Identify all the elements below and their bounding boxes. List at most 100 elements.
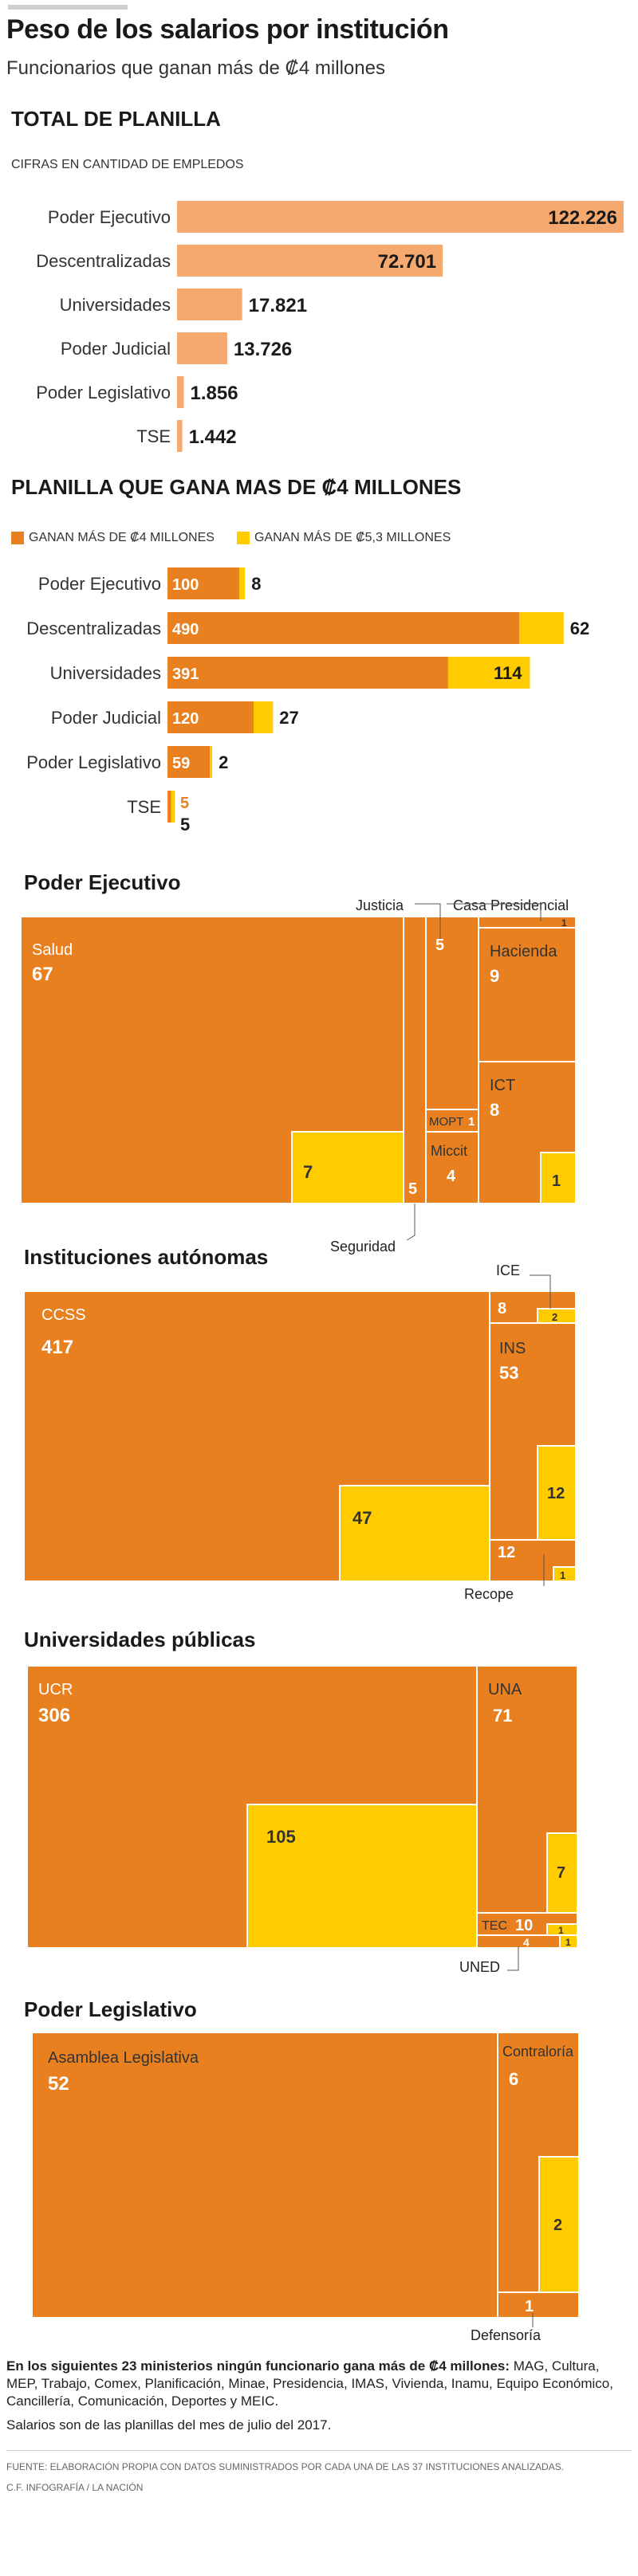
tm-recope-value: 12	[498, 1544, 515, 1561]
tm-ccss-label: CCSS	[41, 1306, 86, 1324]
tm-mopt-value: 1	[468, 1115, 475, 1129]
tm-salud-sub	[291, 1131, 404, 1204]
legend-swatch-53m	[236, 532, 250, 544]
tm-tec-sub-value: 1	[558, 1925, 564, 1936]
total-bar-descentralizadas	[177, 245, 443, 277]
tm-ins-value: 53	[499, 1363, 518, 1383]
tm-ict-sub-value: 1	[552, 1172, 561, 1190]
tm-contraloria-sub-value: 2	[553, 2217, 562, 2234]
tm-asamblea-label: Asamblea Legislativa	[48, 2049, 199, 2067]
footer-ministerios-note: En los siguientes 23 ministerios ningún …	[6, 2358, 628, 2410]
tm-ucr-sub-value: 105	[266, 1827, 296, 1847]
leader-uned	[507, 1946, 519, 1971]
total-value-tse: 1.442	[189, 426, 237, 448]
stacked-bar-53m-poder-legislativo	[210, 746, 213, 778]
stacked-bar-53m-descentralizadas	[519, 612, 564, 644]
callout-recope: Recope	[464, 1586, 514, 1602]
stacked-category-tse: TSE	[127, 797, 161, 817]
stacked-bar-4m-poder-ejecutivo	[167, 567, 239, 599]
tm-hacienda-label: Hacienda	[490, 943, 557, 960]
tm-contraloria-value: 6	[509, 2069, 518, 2089]
tm-miccit-value: 4	[447, 1168, 456, 1185]
tm-mopt-label: MOPT	[429, 1115, 463, 1129]
tm-contraloria-label: Contraloría	[502, 2044, 574, 2060]
tm-ict-value: 8	[490, 1100, 499, 1120]
stacked-value-4m-poder-judicial: 120	[172, 710, 199, 728]
stacked-bar-53m-poder-ejecutivo	[239, 567, 246, 599]
total-bar-poder-legislativo	[177, 376, 184, 408]
treemap-autonomas: CCSS 417 47 8 2 INS 53 12 12 1	[23, 1274, 577, 1586]
tm-uned-value: 4	[523, 1936, 530, 1949]
stacked-value-53m-poder-ejecutivo: 8	[251, 574, 261, 594]
tm-miccit	[425, 1131, 479, 1204]
stacked-value-4m-poder-legislativo: 59	[172, 755, 190, 772]
stacked-bar-53m-poder-judicial	[254, 701, 274, 733]
stacked-value-53m-descentralizadas: 62	[570, 618, 589, 638]
leader-seguridad	[406, 1204, 415, 1241]
tm-uned-sub	[559, 1934, 578, 1949]
leader-defensoria	[532, 2313, 534, 2327]
stacked-bar-4m-tse	[167, 791, 171, 823]
stacked-bar-4m-poder-judicial	[167, 701, 254, 733]
planilla-section-title: PLANILLA QUE GANA MAS DE ₡4 MILLONES	[11, 475, 462, 499]
stacked-category-poder-ejecutivo: Poder Ejecutivo	[38, 574, 161, 594]
footer-salarios-note: Salarios son de las planillas del mes de…	[6, 2417, 332, 2433]
total-bar-poder-judicial	[177, 332, 227, 364]
planilla-legend: GANAN MÁS DE ₡4 MILLONES GANAN MÁS DE ₡5…	[11, 531, 451, 545]
callout-ice: ICE	[496, 1262, 521, 1278]
stacked-value-4m-universidades: 391	[172, 666, 199, 683]
total-value-descentralizadas: 72.701	[378, 251, 436, 273]
tm-ice-sub-value: 2	[552, 1311, 557, 1323]
tm-recope-sub-value: 1	[560, 1569, 565, 1581]
callout-uned: UNED	[459, 1959, 501, 1975]
page-subtitle: Funcionarios que ganan más de ₡4 millone…	[6, 57, 385, 79]
tm-una-sub-value: 7	[557, 1864, 565, 1882]
tm-ccss-sub	[339, 1485, 490, 1582]
total-category-universidades: Universidades	[60, 295, 171, 315]
leader-ice	[530, 1274, 551, 1309]
legend-label-4m: GANAN MÁS DE ₡4 MILLONES	[29, 531, 215, 544]
tm-una-label: UNA	[488, 1681, 522, 1698]
legend-swatch-4m	[11, 532, 24, 544]
tm-salud-value: 67	[32, 964, 53, 985]
legend-label-53m: GANAN MÁS DE ₡5,3 MILLONES	[254, 531, 451, 544]
tm-una-sub	[546, 1832, 578, 1914]
tm-asamblea	[31, 2032, 498, 2319]
tm-ict-label: ICT	[490, 1077, 515, 1094]
tm-mopt	[425, 1109, 479, 1133]
tm-ins-sub	[537, 1445, 577, 1541]
stacked-value-4m-tse: 5	[180, 795, 189, 812]
tm-ins-label: INS	[499, 1340, 526, 1357]
stacked-category-descentralizadas: Descentralizadas	[26, 618, 161, 638]
stacked-bar-53m-tse	[171, 791, 175, 823]
tm-asamblea-value: 52	[48, 2073, 69, 2095]
stacked-bar-4m-poder-legislativo	[167, 746, 211, 778]
total-value-universidades: 17.821	[249, 295, 307, 316]
tm-seguridad-value: 5	[408, 1180, 417, 1198]
top-accent-bar	[8, 5, 128, 10]
callout-justicia: Justicia	[356, 897, 404, 913]
footer-credit: C.F. INFOGRAFÍA / LA NACIÓN	[6, 2482, 144, 2493]
stacked-value-4m-poder-ejecutivo: 100	[172, 576, 199, 594]
stacked-bar-4m-universidades	[167, 657, 448, 689]
stacked-category-poder-legislativo: Poder Legislativo	[26, 752, 161, 772]
callout-defensoria: Defensoría	[471, 2327, 542, 2343]
treemap-universidades-title: Universidades públicas	[24, 1628, 256, 1651]
tm-ccss-sub-value: 47	[352, 1508, 372, 1528]
callout-casa-presidencial: Casa Presidencial	[453, 897, 569, 913]
tm-defensoria	[497, 2291, 580, 2319]
total-bar-universidades	[177, 289, 242, 320]
treemap-legislativo-title: Poder Legislativo	[24, 1997, 197, 2021]
footer-source: FUENTE: ELABORACIÓN PROPIA CON DATOS SUM…	[6, 2461, 565, 2472]
leader-recope	[543, 1554, 545, 1586]
total-value-poder-judicial: 13.726	[234, 339, 292, 360]
total-bar-poder-ejecutivo	[177, 201, 624, 233]
total-category-poder-judicial: Poder Judicial	[61, 339, 171, 359]
tm-tec-value: 10	[515, 1917, 533, 1934]
tm-recope-sub	[553, 1566, 577, 1582]
tm-ucr-sub	[246, 1804, 478, 1949]
stacked-value-4m-descentralizadas: 490	[172, 621, 199, 638]
tm-ice-value: 8	[498, 1300, 506, 1317]
callout-seguridad: Seguridad	[330, 1239, 396, 1255]
stacked-bar-chart: Poder Ejecutivo 100 8 Descentralizadas 490 62…	[26, 567, 589, 834]
